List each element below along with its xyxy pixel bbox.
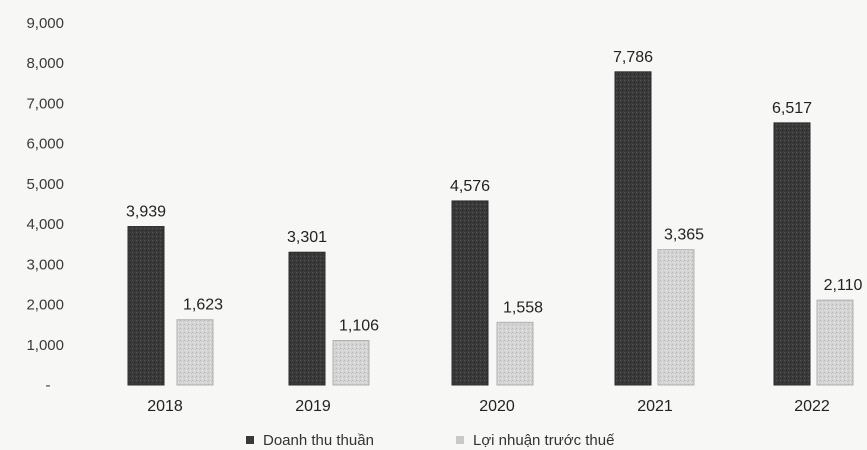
data-labels: 3,939 3,301 4,576 7,786 6,517 1,623 1,106 1,558… bbox=[126, 49, 863, 335]
y-axis: - 1,000 2,000 3,000 4,000 5,000 6,000 7,000 8,00… bbox=[26, 15, 64, 394]
x-tick-label: 2019 bbox=[295, 398, 331, 415]
bar-revenue-2020 bbox=[451, 200, 489, 386]
x-tick-label: 2018 bbox=[147, 398, 183, 415]
data-label: 1,623 bbox=[183, 297, 223, 314]
bar-revenue-2022 bbox=[773, 122, 811, 386]
bar-profit-2019 bbox=[332, 340, 370, 386]
x-tick-label: 2022 bbox=[794, 398, 830, 415]
bar-profit-2020 bbox=[496, 321, 534, 386]
bar-profit-2021 bbox=[657, 249, 695, 386]
y-tick-label: 3,000 bbox=[26, 256, 64, 273]
x-tick-label: 2021 bbox=[637, 398, 673, 415]
bar-profit-2022 bbox=[816, 299, 854, 386]
y-tick-label: - bbox=[46, 377, 51, 394]
bar-profit-2018 bbox=[176, 319, 214, 386]
data-label: 1,558 bbox=[503, 299, 543, 316]
data-label: 6,517 bbox=[772, 100, 812, 117]
y-tick-label: 4,000 bbox=[26, 216, 64, 233]
data-label: 3,365 bbox=[664, 227, 704, 244]
y-tick-label: 6,000 bbox=[26, 136, 64, 153]
legend-label: Doanh thu thuần bbox=[263, 432, 374, 449]
legend: Doanh thu thuần Lợi nhuận trước thuế bbox=[246, 432, 615, 449]
bar-revenue-2021 bbox=[614, 71, 652, 386]
y-tick-label: 1,000 bbox=[26, 337, 64, 354]
y-tick-label: 2,000 bbox=[26, 297, 64, 314]
y-tick-label: 5,000 bbox=[26, 176, 64, 193]
data-label: 3,939 bbox=[126, 204, 166, 221]
y-tick-label: 8,000 bbox=[26, 55, 64, 72]
bar-revenue-2019 bbox=[288, 251, 326, 386]
bar-revenue-2018 bbox=[127, 226, 165, 386]
y-tick-label: 9,000 bbox=[26, 15, 64, 32]
data-label: 1,106 bbox=[339, 318, 379, 335]
bars bbox=[127, 71, 854, 386]
data-label: 4,576 bbox=[450, 178, 490, 195]
data-label: 7,786 bbox=[613, 49, 653, 66]
legend-swatch bbox=[246, 436, 254, 444]
x-tick-label: 2020 bbox=[479, 398, 515, 415]
data-label: 3,301 bbox=[287, 229, 327, 246]
legend-label: Lợi nhuận trước thuế bbox=[473, 432, 615, 449]
x-axis: 2018 2019 2020 2021 2022 bbox=[147, 398, 830, 415]
legend-swatch bbox=[456, 436, 464, 444]
data-label: 2,110 bbox=[824, 277, 863, 294]
y-tick-label: 7,000 bbox=[26, 95, 64, 112]
